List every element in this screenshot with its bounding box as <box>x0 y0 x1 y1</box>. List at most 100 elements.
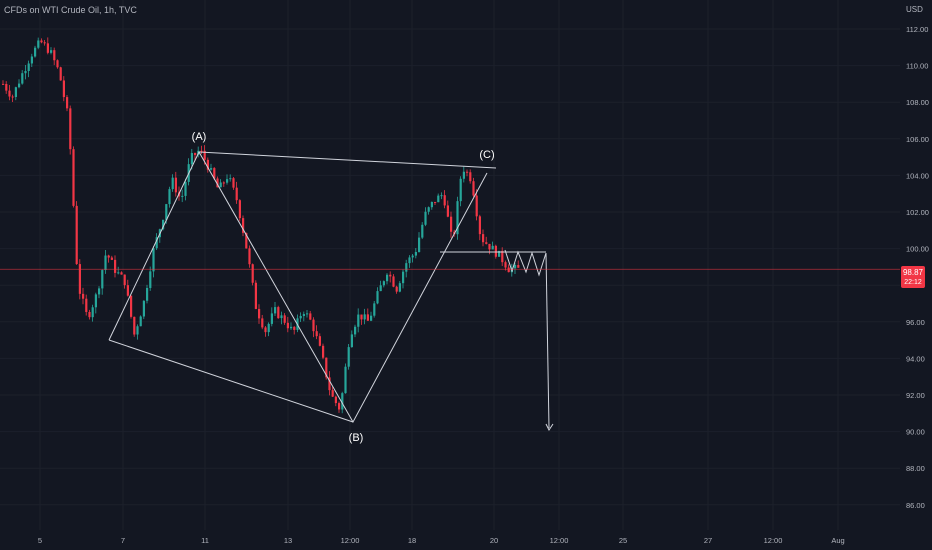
candle <box>72 146 75 208</box>
candle <box>402 269 405 289</box>
candle <box>75 201 78 265</box>
candle <box>437 193 440 203</box>
candle <box>482 229 485 247</box>
candle <box>110 255 113 261</box>
projected-drop-arrow-line[interactable] <box>545 252 550 429</box>
candle <box>50 47 53 55</box>
candle <box>501 247 504 267</box>
candle <box>334 395 337 407</box>
wave-label-c: (C) <box>479 149 494 161</box>
candle <box>2 80 5 85</box>
candle <box>414 248 417 259</box>
candle <box>386 273 389 285</box>
candle <box>424 207 427 227</box>
candle <box>478 214 481 241</box>
time-tick-label: Aug <box>831 536 844 545</box>
candle <box>101 269 104 295</box>
a-to-c-trendline[interactable] <box>198 151 497 169</box>
candle <box>408 255 411 268</box>
candle <box>123 274 126 289</box>
candle <box>152 246 155 278</box>
price-tick-label: 102.00 <box>906 208 929 217</box>
candle <box>389 271 392 283</box>
candle <box>5 81 8 94</box>
candle <box>382 280 385 288</box>
time-tick-label: 5 <box>38 536 42 545</box>
candle <box>235 181 238 204</box>
candle <box>133 316 136 337</box>
candle <box>370 311 373 322</box>
candle <box>475 189 478 221</box>
price-tick-label: 94.00 <box>906 354 925 363</box>
candle <box>82 287 85 305</box>
time-axis[interactable]: 5 7 11 13 12:00 18 20 12:00 25 27 12:00 Aug <box>38 536 845 545</box>
candle <box>149 266 152 291</box>
candle <box>507 264 510 273</box>
candle <box>299 312 302 322</box>
time-tick-label: 13 <box>284 536 292 545</box>
price-tick-label: 88.00 <box>906 464 925 473</box>
candle <box>274 301 277 317</box>
abc-wave-path[interactable] <box>108 150 488 424</box>
time-tick-label: 20 <box>490 536 498 545</box>
projected-zigzag[interactable] <box>504 249 547 277</box>
price-tick-label: 106.00 <box>906 135 929 144</box>
candle <box>446 200 449 218</box>
last-price-value: 98.87 <box>902 268 924 277</box>
time-tick-label: 7 <box>121 536 125 545</box>
candle <box>322 343 325 360</box>
candle <box>107 254 110 263</box>
time-tick-label: 25 <box>619 536 627 545</box>
candle <box>440 192 443 200</box>
candle <box>267 322 270 337</box>
price-tick-label: 110.00 <box>906 62 928 71</box>
candle <box>485 236 488 245</box>
candle <box>136 324 139 340</box>
candle <box>232 177 235 190</box>
last-price-badge: 98.87 22:12 <box>901 266 925 288</box>
price-tick-label: 92.00 <box>906 391 925 400</box>
candle <box>222 181 225 187</box>
candle <box>216 176 219 188</box>
time-tick-label: 27 <box>704 536 712 545</box>
candle <box>328 371 331 396</box>
candle <box>450 211 453 238</box>
candle <box>18 79 21 89</box>
candle <box>264 325 267 337</box>
candle <box>43 40 46 46</box>
candle <box>302 311 305 322</box>
price-tick-label: 100.00 <box>906 245 929 254</box>
candle <box>248 245 251 268</box>
candle <box>430 201 433 210</box>
price-tick-label: 112.00 <box>906 25 928 34</box>
candle <box>254 280 257 310</box>
candle <box>146 284 149 304</box>
candle <box>168 186 171 208</box>
candle <box>488 243 491 255</box>
candle <box>242 215 245 237</box>
candle <box>251 263 254 286</box>
candle <box>226 174 229 185</box>
bar-countdown: 22:12 <box>904 279 922 286</box>
candle <box>174 171 177 197</box>
candle <box>219 179 222 188</box>
candle <box>459 176 462 207</box>
candle <box>114 255 117 278</box>
candle <box>354 324 357 338</box>
candle <box>514 263 517 274</box>
candle <box>306 310 309 318</box>
candle <box>376 287 379 305</box>
candle <box>30 53 33 67</box>
start-to-b-trendline[interactable] <box>108 339 354 423</box>
candle <box>395 285 398 294</box>
candle <box>126 279 129 297</box>
time-tick-label: 18 <box>408 536 416 545</box>
candle <box>309 310 312 321</box>
candle <box>466 169 469 177</box>
candle <box>120 271 123 275</box>
candle <box>27 60 30 78</box>
candle <box>312 317 315 338</box>
candle <box>456 196 459 240</box>
